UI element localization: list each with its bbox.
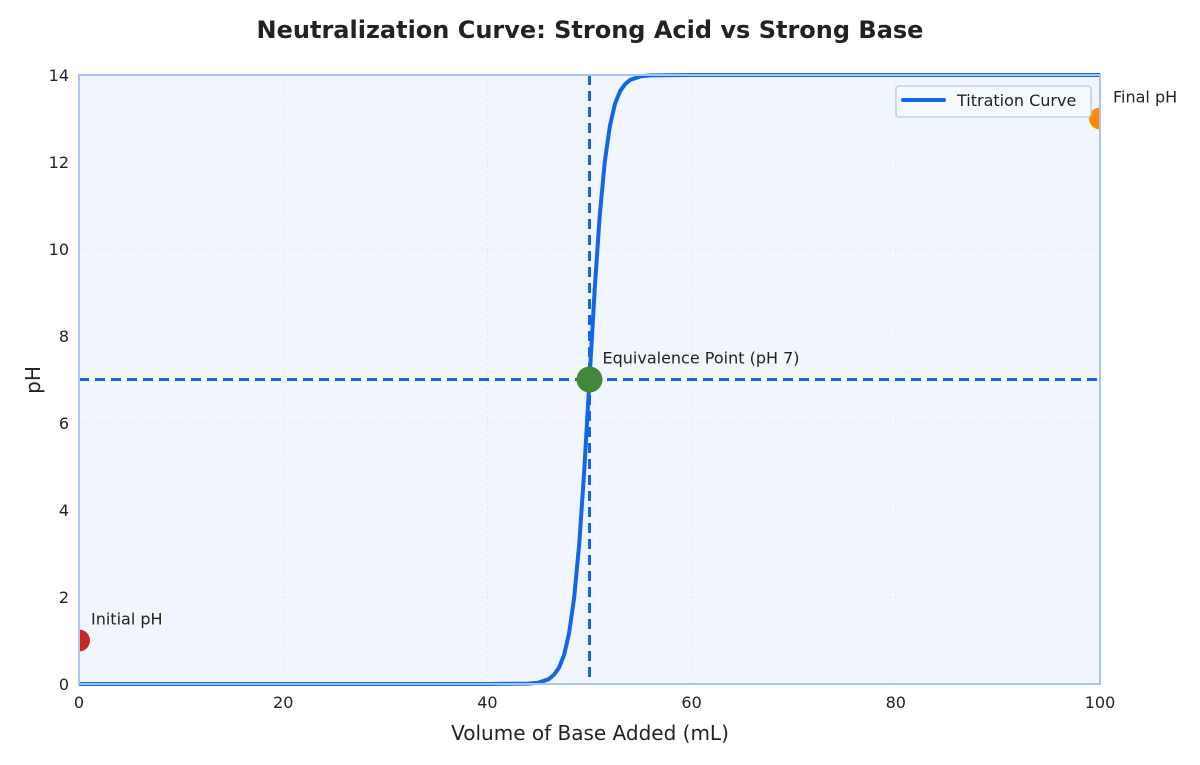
y-tick-label: 12 <box>49 153 69 172</box>
legend: Titration Curve <box>895 85 1092 118</box>
y-axis-label: pH <box>21 366 45 394</box>
x-tick-label: 100 <box>1085 693 1116 712</box>
annotation-label: Equivalence Point (pH 7) <box>603 349 800 368</box>
legend-box <box>895 85 1092 118</box>
x-tick-label: 20 <box>273 693 293 712</box>
annotation-point-2 <box>1089 107 1100 130</box>
x-tick-label: 80 <box>886 693 906 712</box>
y-tick-label: 8 <box>59 327 69 346</box>
annotation-markers: Initial pH Equivalence Point (pH 7) Final … <box>79 88 1177 652</box>
axis-ticks: 0 20 40 60 80 100 0 2 4 6 8 10 12 14 <box>49 66 1116 712</box>
plot-frame <box>78 74 1101 685</box>
y-tick-label: 2 <box>59 588 69 607</box>
legend-label-titration-curve: Titration Curve <box>956 91 1076 110</box>
x-tick-label: 0 <box>74 693 84 712</box>
annotation-label: Initial pH <box>91 610 163 629</box>
x-axis-label: Volume of Base Added (mL) <box>451 721 729 745</box>
annotation-label: Final pH <box>1113 88 1177 107</box>
annotation-point-1 <box>576 366 603 393</box>
y-tick-label: 6 <box>59 414 69 433</box>
annotation-marker <box>576 366 603 393</box>
x-tick-label: 60 <box>681 693 701 712</box>
chart-title: Neutralization Curve: Strong Acid vs Str… <box>257 16 924 44</box>
x-tick-label: 40 <box>477 693 497 712</box>
y-tick-label: 14 <box>49 66 69 85</box>
y-tick-label: 4 <box>59 501 69 520</box>
y-tick-label: 0 <box>59 675 69 694</box>
y-tick-label: 10 <box>49 240 69 259</box>
annotation-marker <box>79 629 90 652</box>
annotation-point-0 <box>79 629 90 652</box>
annotation-marker <box>1089 107 1100 130</box>
